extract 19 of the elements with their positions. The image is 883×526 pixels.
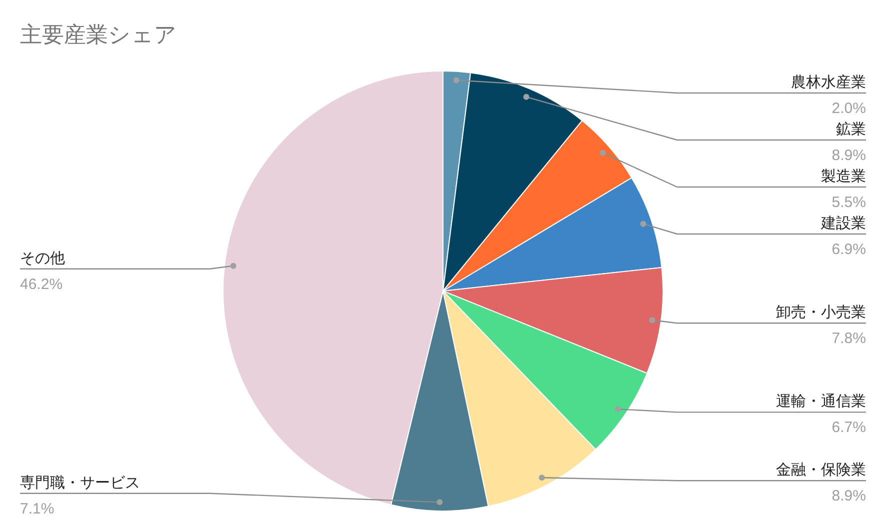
slice-label: 運輸・通信業 bbox=[776, 393, 866, 410]
slice-label: 建設業 bbox=[820, 215, 866, 232]
data-label: 7.1% bbox=[20, 500, 54, 518]
slice-label: 金融・保険業 bbox=[776, 462, 866, 479]
data-label: 8.9% bbox=[832, 147, 866, 164]
data-label: 6.7% bbox=[832, 419, 866, 436]
slice-label: その他 bbox=[20, 250, 65, 267]
data-label: 5.5% bbox=[832, 194, 866, 211]
slice-label: 専門職・サービス bbox=[20, 474, 140, 492]
slice-label: 製造業 bbox=[821, 168, 866, 185]
data-label: 7.8% bbox=[832, 330, 866, 348]
data-label: 6.9% bbox=[832, 241, 866, 258]
slice-label: 農林水産業 bbox=[791, 74, 866, 91]
data-label: 46.2% bbox=[20, 276, 63, 293]
title: 主要産業シェア bbox=[20, 22, 177, 47]
slice-label: 卸売・小売業 bbox=[776, 304, 866, 322]
data-label: 2.0% bbox=[832, 100, 866, 117]
data-label: 8.9% bbox=[832, 488, 866, 505]
slice-label: 鉱業 bbox=[836, 121, 866, 138]
